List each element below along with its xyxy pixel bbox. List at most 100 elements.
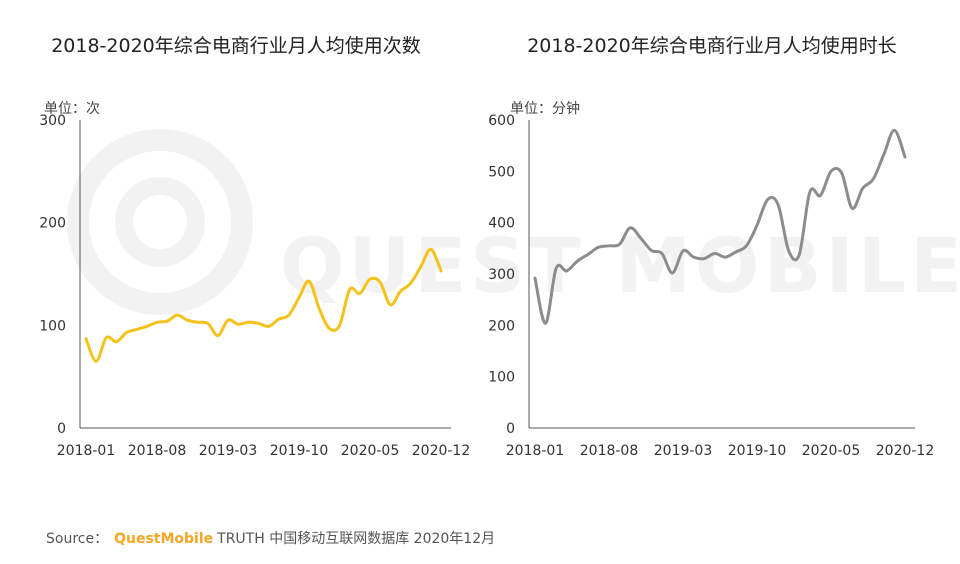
data-point xyxy=(756,224,759,227)
data-point xyxy=(429,248,432,251)
x-tick-labels: 2018-01 2018-08 2019-03 2019-10 2020-05 2020-… xyxy=(57,443,471,459)
data-point xyxy=(196,321,199,324)
data-point xyxy=(534,277,537,280)
data-point xyxy=(819,194,822,197)
y-tick-label: 400 xyxy=(488,216,515,232)
x-tick-label: 2020-05 xyxy=(341,443,400,459)
data-point xyxy=(777,203,780,206)
data-point xyxy=(713,252,716,255)
data-point xyxy=(348,288,351,291)
brand-name: QuestMobile xyxy=(114,531,214,547)
y-tick-label: 100 xyxy=(39,318,66,334)
data-point xyxy=(125,331,128,334)
data-point xyxy=(328,327,331,330)
data-point xyxy=(318,307,321,310)
y-tick-label: 600 xyxy=(488,113,515,129)
y-tick-label: 0 xyxy=(506,421,515,437)
data-point xyxy=(861,187,864,190)
y-tick-labels: 0 100 200 300 400 500 600 xyxy=(488,113,515,437)
data-point xyxy=(904,156,907,159)
data-point xyxy=(85,337,88,340)
data-point xyxy=(555,267,558,270)
data-point xyxy=(399,290,402,293)
data-point xyxy=(660,252,663,255)
data-point xyxy=(808,190,811,193)
data-point xyxy=(237,323,240,326)
data-point xyxy=(766,198,769,201)
data-point xyxy=(277,318,280,321)
data-point xyxy=(95,360,98,363)
data-point xyxy=(893,129,896,132)
source-label: Source： xyxy=(46,531,109,547)
data-point xyxy=(440,269,443,272)
data-point xyxy=(389,303,392,306)
usage-count-chart: 2018-2020年综合电商行业月人均使用次数 单位：次 0100200300 … xyxy=(39,35,470,459)
x-tick-label: 2018-01 xyxy=(506,443,565,459)
y-unit-label: 单位：次 xyxy=(44,101,100,117)
chart-title: 2018-2020年综合电商行业月人均使用时长 xyxy=(527,35,897,57)
y-tick-label: 0 xyxy=(57,421,66,437)
watermark-text: QUEST MOBILE xyxy=(280,221,960,310)
x-tick-label: 2020-12 xyxy=(876,443,935,459)
x-tick-label: 2020-05 xyxy=(802,443,861,459)
data-point xyxy=(135,328,138,331)
series-line xyxy=(533,128,907,325)
data-point xyxy=(287,314,290,317)
data-point xyxy=(798,253,801,256)
watermark-ring xyxy=(67,129,253,315)
y-tick-label: 100 xyxy=(488,370,515,386)
data-point xyxy=(682,249,685,252)
data-point xyxy=(216,334,219,337)
chart-title: 2018-2020年综合电商行业月人均使用次数 xyxy=(51,35,421,57)
y-tick-label: 300 xyxy=(39,113,66,129)
data-point xyxy=(176,314,179,317)
data-point xyxy=(724,256,727,259)
x-tick-label: 2020-12 xyxy=(412,443,471,459)
data-point xyxy=(576,260,579,263)
data-point xyxy=(851,207,854,210)
source-details: TRUTH 中国移动互联网数据库 2020年12月 xyxy=(217,531,496,547)
x-tick-label: 2019-03 xyxy=(199,443,258,459)
data-point xyxy=(872,178,875,181)
y-tick-label: 300 xyxy=(488,267,515,283)
x-tick-label: 2018-08 xyxy=(580,443,639,459)
data-point xyxy=(882,153,885,156)
data-point xyxy=(565,269,568,272)
data-point xyxy=(227,319,230,322)
data-point xyxy=(358,292,361,295)
data-point xyxy=(840,171,843,174)
series-line xyxy=(84,247,443,363)
data-point xyxy=(267,325,270,328)
data-point xyxy=(379,281,382,284)
data-point xyxy=(145,325,148,328)
data-point xyxy=(544,322,547,325)
usage-duration-chart: 2018-2020年综合电商行业月人均使用时长 单位：分钟 0 100 200 300… xyxy=(488,35,934,459)
data-point xyxy=(608,244,611,247)
x-tick-labels: 2018-01 2018-08 2019-03 2019-10 2020-05 2020-… xyxy=(506,443,935,459)
y-tick-label: 200 xyxy=(488,318,515,334)
y-tick-label: 500 xyxy=(488,164,515,180)
data-point xyxy=(409,282,412,285)
data-point xyxy=(105,336,108,339)
data-point xyxy=(597,246,600,249)
y-tick-label: 200 xyxy=(39,216,66,232)
watermark-logo: QUEST MOBILE xyxy=(67,129,960,315)
data-point xyxy=(692,256,695,259)
x-tick-label: 2018-01 xyxy=(57,443,116,459)
data-point xyxy=(671,272,674,275)
data-point xyxy=(618,243,621,246)
data-point xyxy=(830,170,833,173)
data-point xyxy=(650,249,653,252)
source-footer: Source： QuestMobile TRUTH 中国移动互联网数据库 2020年… xyxy=(46,528,495,548)
data-point xyxy=(369,278,372,281)
data-point xyxy=(745,244,748,247)
data-point xyxy=(247,321,250,324)
watermark-ring-inner xyxy=(115,177,205,267)
x-tick-label: 2019-10 xyxy=(270,443,329,459)
data-point xyxy=(419,265,422,268)
data-point xyxy=(787,249,790,252)
data-point xyxy=(338,324,341,327)
data-point xyxy=(156,321,159,324)
data-point xyxy=(308,280,311,283)
